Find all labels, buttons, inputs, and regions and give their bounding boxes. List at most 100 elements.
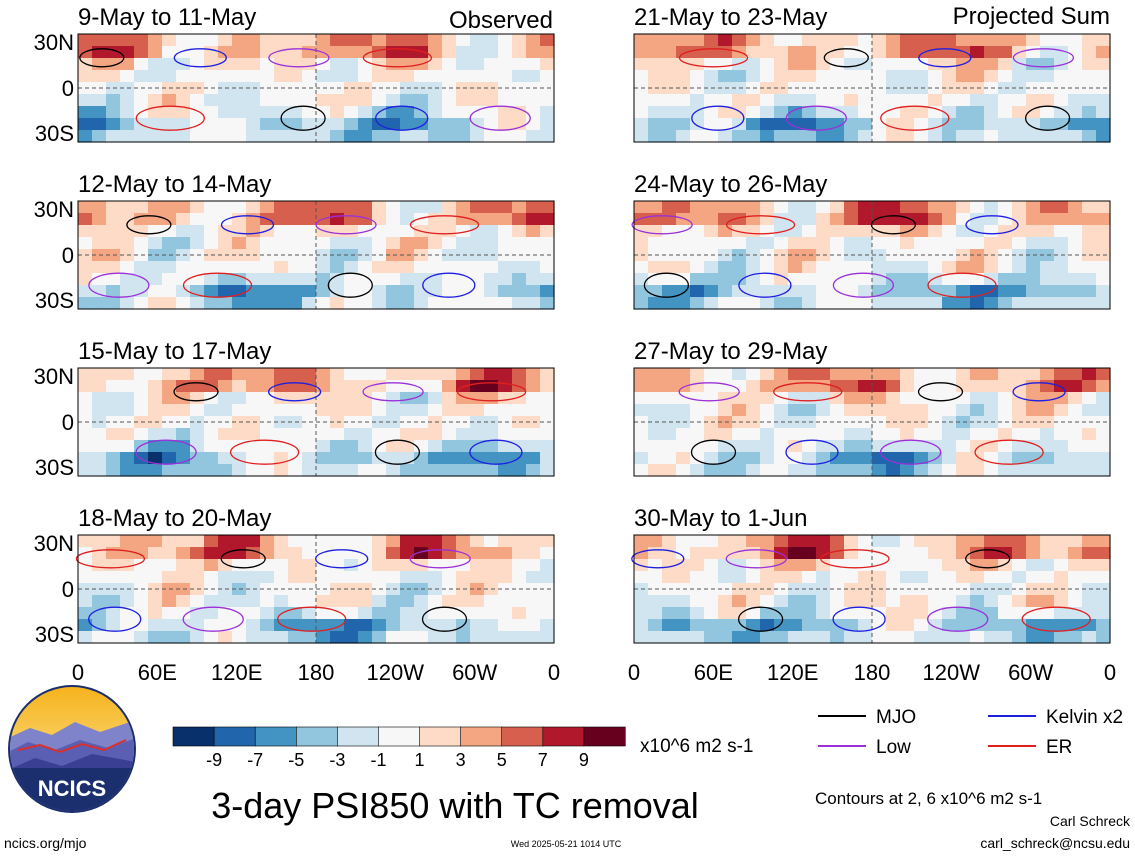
contour-kelvin-x2 [173, 48, 227, 68]
lat-tick-label: 0 [62, 577, 74, 602]
contour-kelvin-x2 [422, 272, 476, 298]
contour-er [880, 105, 950, 131]
contour-kelvin-x2 [220, 215, 275, 235]
contour-low [785, 105, 847, 131]
colorbar-tick-label: 5 [497, 750, 507, 770]
lon-tick-label: 180 [298, 660, 335, 685]
wave-contours [631, 215, 1019, 298]
contour-note: Contours at 2, 6 x10^6 m2 s-1 [815, 789, 1042, 808]
x-axis-ticks: 0 60E 120E 180 120W 60W 0 0 60E 120E 180 120W 60W 0 [72, 660, 1116, 685]
contour-er [974, 439, 1044, 465]
contour-kelvin-x2 [88, 606, 142, 632]
ncics-logo: NCICS [8, 685, 136, 813]
colorbar-swatch [501, 726, 544, 747]
contour-low [832, 272, 895, 298]
psi850-anomaly-shading [78, 201, 555, 310]
contour-mjo [421, 606, 468, 632]
contour-mjo [327, 272, 373, 298]
lon-tick-label: 60E [138, 660, 177, 685]
colorbar-tick-label: -5 [288, 750, 304, 770]
contour-mjo [126, 215, 172, 235]
contour-er [1021, 606, 1091, 632]
contour-mjo [173, 382, 219, 402]
lon-tick-label: 120E [767, 660, 818, 685]
lat-tick-label: 30N [34, 197, 74, 222]
lon-tick-label: 120W [367, 660, 425, 685]
footer-timestamp: Wed 2025-05-21 1014 UTC [511, 839, 622, 849]
colorbar-swatch [542, 726, 585, 747]
contour-legend: MJO Kelvin x2 Low ER [818, 707, 1123, 758]
wave-contours [88, 215, 480, 298]
panel-frame [633, 534, 1111, 644]
contour-er [75, 549, 146, 569]
contour-kelvin-x2 [832, 606, 886, 632]
contour-kelvin-x2 [315, 549, 369, 569]
contour-er [678, 48, 749, 68]
colorbar-swatch [254, 726, 297, 747]
contour-low [315, 215, 377, 235]
contour-er [456, 382, 527, 402]
colorbar-tick-label: -3 [329, 750, 345, 770]
contour-low [631, 215, 693, 235]
panel-period-title: 30-May to 1-Jun [634, 505, 807, 532]
contour-kelvin-x2 [1012, 382, 1066, 402]
panel-frame [77, 367, 555, 477]
contour-er [362, 48, 433, 68]
colorbar-swatch [213, 726, 256, 747]
figure-title: 3-day PSI850 with TC removal [211, 785, 699, 826]
lon-tick-label: 0 [548, 660, 560, 685]
contour-low [88, 272, 150, 298]
footer-url: ncics.org/mjo [4, 835, 87, 851]
colorbar-swatch [295, 726, 338, 747]
wave-contours [678, 382, 1066, 465]
wave-contours [678, 48, 1075, 131]
contour-mjo [737, 606, 784, 632]
colorbar-swatch [172, 726, 215, 747]
colorbar-tick-label: 9 [579, 750, 589, 770]
panel-period-title: 27-May to 29-May [634, 338, 827, 365]
panel-frame [77, 200, 555, 310]
contour-er [927, 272, 997, 298]
panel-frame [633, 33, 1111, 143]
lat-tick-label: 0 [62, 76, 74, 101]
wave-contours [75, 549, 471, 632]
contour-kelvin-x2 [918, 48, 972, 68]
contour-mjo [280, 105, 326, 131]
colorbar: -9 -7 -5 -3 -1 1 3 5 7 9 [172, 726, 626, 770]
contour-low [927, 606, 989, 632]
colorbar-swatch [419, 726, 462, 747]
panel-period-title: 18-May to 20-May [78, 505, 271, 532]
observed-label: Observed [449, 7, 553, 34]
lon-tick-label: 0 [628, 660, 640, 685]
colorbar-tick-label: 1 [414, 750, 424, 770]
contour-low [879, 439, 942, 465]
contour-mjo [870, 215, 917, 235]
contour-er [277, 606, 347, 632]
panel-frame [77, 33, 555, 143]
colorbar-swatch [378, 726, 421, 747]
lat-tick-label: 0 [62, 410, 74, 435]
lon-tick-label: 60W [1008, 660, 1053, 685]
legend-label: ER [1046, 737, 1072, 758]
colorbar-tick-label: 7 [538, 750, 548, 770]
map-panel-8: 30-May to 1-Jun [631, 505, 1111, 644]
map-panel-6: 24-May to 26-May [631, 171, 1111, 310]
lon-tick-label: 0 [1104, 660, 1116, 685]
contour-mjo [220, 549, 266, 569]
contour-mjo [374, 439, 421, 465]
panel-period-title: 24-May to 26-May [634, 171, 827, 198]
contour-mjo [1024, 105, 1071, 131]
legend-item: MJO [818, 707, 916, 728]
contour-low [1012, 48, 1075, 68]
lat-tick-label: 30S [35, 288, 74, 313]
contour-er [773, 382, 843, 402]
map-panel-5: 21-May to 23-May [633, 4, 1111, 143]
panel-period-title: 15-May to 17-May [78, 338, 271, 365]
contour-er [725, 215, 796, 235]
lon-tick-label: 60E [694, 660, 733, 685]
panel-frame [633, 367, 1111, 477]
lat-tick-label: 0 [62, 243, 74, 268]
colorbar-tick-label: -1 [370, 750, 386, 770]
projected-sum-label: Projected Sum [953, 3, 1110, 30]
